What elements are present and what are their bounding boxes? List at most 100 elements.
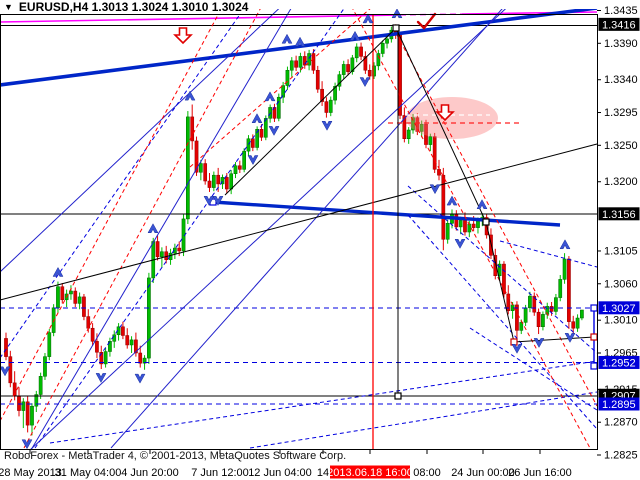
candle-body [164, 251, 169, 260]
object-handle-square[interactable] [394, 392, 402, 400]
fractal-up-icon [476, 199, 488, 209]
object-handle-square[interactable] [590, 304, 598, 312]
candle-body [38, 376, 43, 395]
price-level-label: 1.2895 [602, 399, 636, 411]
plot-frame [0, 14, 598, 450]
candle-body [428, 136, 433, 145]
candle-body [194, 140, 199, 173]
candle-body [121, 326, 125, 336]
time-tick-label: 26 Jun 16:00 [508, 467, 572, 479]
price-level-label: 1.3027 [602, 303, 636, 315]
price-tick-label: 1.3200 [604, 176, 638, 188]
candle-body [289, 60, 294, 71]
candle-body [311, 53, 316, 71]
candle-body [8, 356, 13, 384]
fractal-down-icon [533, 338, 545, 348]
magenta-trendline [0, 14, 401, 23]
thick-trendline-mid [212, 200, 561, 227]
price-tick-label: 1.3105 [604, 245, 638, 257]
fractal-down-icon [212, 196, 224, 206]
candle-body [502, 263, 506, 295]
candle-body [203, 163, 208, 182]
candle-body [528, 295, 532, 309]
price-tick-label: 1.3435 [604, 5, 638, 17]
time-tick-label: 12 Jun 04:00 [248, 467, 312, 479]
candle-body [255, 129, 259, 148]
candle-body [580, 309, 584, 319]
candle-body [82, 296, 86, 317]
candle-body [134, 339, 138, 354]
candle-body [237, 165, 242, 170]
time-tick-label: 4 Jun 20:00 [121, 467, 179, 479]
candle-body [419, 123, 424, 132]
red-dash-channel [189, 9, 371, 168]
thick-trendline-upper [0, 9, 598, 87]
candle-body [259, 129, 264, 138]
fractal-down-icon [429, 184, 441, 195]
analysis-ellipse [406, 97, 498, 139]
candle-body [567, 258, 571, 322]
chart-menu-icon[interactable]: ▼ [4, 2, 13, 12]
candle-body [385, 38, 389, 44]
candle-body [233, 165, 238, 174]
candle-body [177, 247, 182, 252]
time-tick-label: 7 Jun 12:00 [191, 467, 249, 479]
wave-count-zigzag [224, 27, 595, 343]
candle-body [463, 220, 467, 233]
fractal-up-icon [251, 113, 263, 123]
plot-area[interactable] [0, 0, 598, 451]
candle-body [302, 56, 307, 66]
price-tick-label: 1.2870 [604, 417, 638, 429]
candle-body [207, 180, 212, 188]
fractal-up-icon [446, 195, 458, 206]
red-down-arrow-icon [435, 104, 455, 122]
candle-body [380, 43, 385, 54]
candle-body [333, 86, 337, 101]
candle-body [493, 255, 498, 276]
candle-body [47, 332, 52, 357]
object-handle-square[interactable] [392, 24, 400, 32]
candle-body [34, 394, 39, 407]
candle-body [168, 252, 173, 260]
candle-body [506, 293, 511, 311]
channel-dash-5 [499, 240, 598, 268]
candle-body [216, 174, 221, 185]
candle-body [441, 174, 446, 240]
price-tick-label: 1.3060 [604, 278, 638, 290]
candle-body [402, 115, 407, 140]
red-dash-left-2 [23, 9, 261, 449]
object-handle-square[interactable] [590, 333, 598, 341]
fractal-up-icon [264, 91, 276, 102]
candle-body [99, 352, 104, 365]
candle-body [554, 297, 558, 312]
candle-body [519, 322, 524, 331]
candle-body [160, 251, 164, 258]
black-rising-trendline [0, 143, 598, 301]
time-highlight-badge [330, 465, 410, 479]
trendline-long [29, 9, 507, 451]
time-tick-label: 14 [317, 467, 329, 479]
channel-dash-3 [407, 185, 598, 354]
candle-body [523, 307, 528, 323]
candle-body [129, 339, 134, 346]
candle-body [497, 263, 502, 276]
candle-body [536, 311, 541, 328]
candle-body [69, 290, 73, 295]
price-tick-label: 1.3295 [604, 107, 638, 119]
candle-body [246, 138, 251, 152]
price-level-badge [598, 17, 640, 31]
candle-body [25, 401, 30, 426]
candle-body [458, 220, 463, 228]
price-level-badge [598, 301, 640, 315]
candle-body [211, 174, 216, 188]
candle-body [229, 173, 234, 190]
fractal-up-icon [281, 33, 293, 44]
candle-body [281, 85, 285, 98]
candle-body [328, 99, 333, 113]
channel-dash-1 [0, 9, 245, 359]
trendline-steep-left [30, 9, 292, 451]
object-handle-square[interactable] [590, 362, 598, 370]
candle-body [515, 304, 519, 331]
object-handle-square[interactable] [482, 218, 490, 226]
